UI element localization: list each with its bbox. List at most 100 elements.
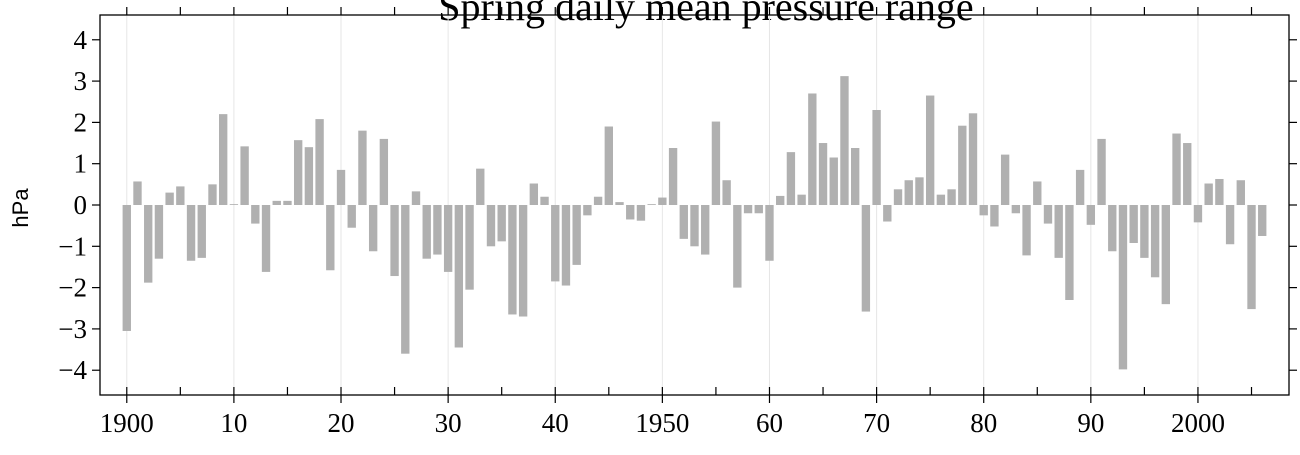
bar bbox=[1172, 133, 1181, 205]
bar bbox=[1161, 205, 1170, 305]
bar bbox=[540, 196, 549, 205]
bar bbox=[497, 205, 506, 242]
bar bbox=[186, 205, 196, 261]
bar bbox=[443, 205, 453, 272]
bar bbox=[679, 205, 688, 239]
bar bbox=[1193, 205, 1203, 223]
bar bbox=[1043, 205, 1053, 224]
bar bbox=[1054, 205, 1063, 258]
bar bbox=[261, 205, 271, 272]
bar bbox=[765, 205, 774, 261]
bar bbox=[690, 205, 699, 247]
bar bbox=[593, 196, 603, 205]
bar bbox=[776, 195, 785, 205]
x-tick-label: 10 bbox=[220, 408, 247, 438]
x-tick-label: 1950 bbox=[635, 408, 689, 438]
bar bbox=[743, 205, 753, 214]
bar bbox=[1129, 205, 1138, 243]
bar bbox=[1022, 205, 1031, 256]
bar bbox=[668, 148, 678, 205]
bar bbox=[1150, 205, 1160, 278]
bar bbox=[1108, 205, 1117, 252]
x-tick-label: 60 bbox=[756, 408, 783, 438]
x-tick-label: 2000 bbox=[1171, 408, 1225, 438]
bar bbox=[572, 205, 581, 265]
bar bbox=[851, 148, 860, 205]
bar bbox=[1075, 169, 1085, 205]
x-tick-label: 70 bbox=[863, 408, 890, 438]
bar bbox=[840, 76, 849, 205]
bar bbox=[283, 200, 292, 205]
bar bbox=[1247, 205, 1256, 310]
bar bbox=[1258, 205, 1267, 236]
bar bbox=[251, 205, 260, 224]
bar bbox=[829, 157, 838, 205]
bar bbox=[1204, 183, 1213, 205]
bar bbox=[979, 205, 988, 216]
bar bbox=[347, 205, 356, 228]
bar bbox=[915, 177, 924, 205]
x-tick-label: 40 bbox=[542, 408, 569, 438]
bar bbox=[133, 181, 142, 205]
bar bbox=[561, 205, 571, 286]
y-tick-label: 1 bbox=[74, 149, 88, 179]
bar bbox=[636, 205, 646, 221]
x-tick-label: 20 bbox=[328, 408, 355, 438]
y-tick-label: 2 bbox=[74, 107, 88, 137]
bar bbox=[658, 197, 667, 205]
bar bbox=[1033, 181, 1042, 205]
bar bbox=[197, 205, 206, 258]
bar bbox=[1065, 205, 1074, 300]
bar bbox=[1236, 180, 1245, 205]
bar bbox=[893, 189, 903, 205]
bar bbox=[904, 180, 913, 205]
bar bbox=[422, 205, 431, 259]
bar bbox=[1183, 143, 1192, 205]
bar bbox=[208, 184, 217, 205]
y-tick-label: −2 bbox=[58, 273, 87, 303]
bar bbox=[1097, 138, 1106, 205]
bar bbox=[368, 205, 378, 252]
bar bbox=[433, 205, 442, 255]
bar bbox=[411, 191, 421, 205]
bar bbox=[1140, 205, 1149, 258]
bar bbox=[518, 205, 528, 317]
bar bbox=[797, 194, 806, 205]
x-tick-label: 30 bbox=[435, 408, 462, 438]
bar bbox=[818, 143, 828, 205]
bar bbox=[454, 205, 464, 348]
bar bbox=[476, 168, 485, 205]
bar bbox=[176, 186, 185, 205]
bar bbox=[990, 205, 999, 227]
bar bbox=[1225, 205, 1235, 245]
bar bbox=[722, 180, 731, 205]
bar bbox=[968, 113, 978, 205]
bar bbox=[1011, 205, 1021, 214]
bar bbox=[240, 146, 249, 205]
bars bbox=[122, 76, 1267, 370]
bar bbox=[808, 93, 817, 205]
bar bbox=[583, 205, 592, 216]
y-tick-label: −1 bbox=[58, 231, 87, 261]
bar bbox=[883, 205, 892, 222]
bar bbox=[165, 192, 174, 205]
bar bbox=[786, 152, 796, 205]
bar bbox=[958, 125, 967, 205]
bar bbox=[154, 205, 164, 259]
bar bbox=[551, 205, 560, 282]
x-axis-ticks: 1900 10 20 30 40 1950 60 70 80 90 2000 bbox=[100, 7, 1253, 438]
y-tick-label: −3 bbox=[58, 314, 87, 344]
bar bbox=[486, 205, 496, 247]
bar bbox=[1086, 205, 1096, 225]
x-tick-label: 1900 bbox=[100, 408, 154, 438]
bar bbox=[1000, 154, 1010, 205]
x-tick-label: 90 bbox=[1077, 408, 1104, 438]
y-tick-label: 0 bbox=[74, 190, 88, 220]
bar bbox=[529, 183, 539, 205]
x-tick-label: 80 bbox=[970, 408, 997, 438]
bar bbox=[293, 140, 303, 205]
bar bbox=[711, 121, 721, 205]
y-axis-ticks: 4 3 2 1 0 −1 −2 −3 −4 bbox=[58, 25, 1297, 385]
bar bbox=[733, 205, 742, 288]
